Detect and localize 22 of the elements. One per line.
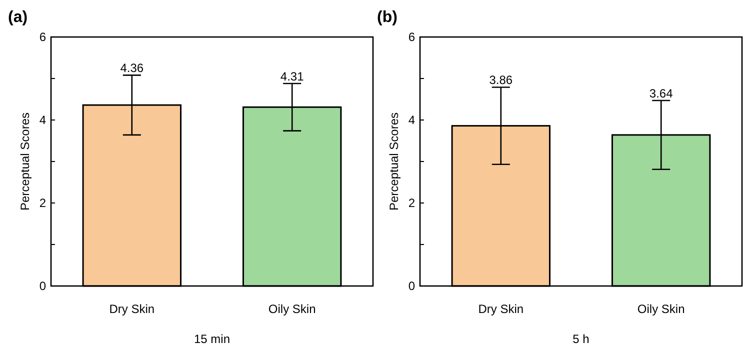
y-tick-label: 2: [408, 196, 416, 210]
annotation: 4.31: [280, 69, 304, 84]
y-axis-title: Perceptual Scores: [18, 112, 32, 211]
chart-title: (b): [377, 9, 398, 26]
x-tick-label: Dry Skin: [478, 302, 524, 316]
x-axis-title: 5 h: [572, 332, 590, 346]
y-axis-title: Perceptual Scores: [387, 112, 401, 211]
annotation: 3.64: [649, 86, 674, 100]
x-axis-title: 15 min: [194, 332, 230, 346]
y-tick-label: 2: [39, 196, 46, 210]
annotation: 3.86: [489, 73, 513, 88]
annotation: 4.36: [120, 61, 144, 76]
y-tick-label: 6: [39, 30, 46, 44]
x-tick-label: Oily Skin: [268, 302, 316, 316]
y-tick-label: 4: [408, 113, 416, 128]
y-tick-label: 4: [39, 113, 46, 128]
x-tick-label: Dry Skin: [109, 302, 155, 316]
y-tick-label: 6: [408, 30, 416, 44]
y-tick-label: 0: [39, 279, 46, 294]
y-tick-label: 0: [408, 279, 416, 294]
chart-title: (a): [8, 9, 28, 26]
x-tick-label: Oily Skin: [637, 302, 685, 316]
